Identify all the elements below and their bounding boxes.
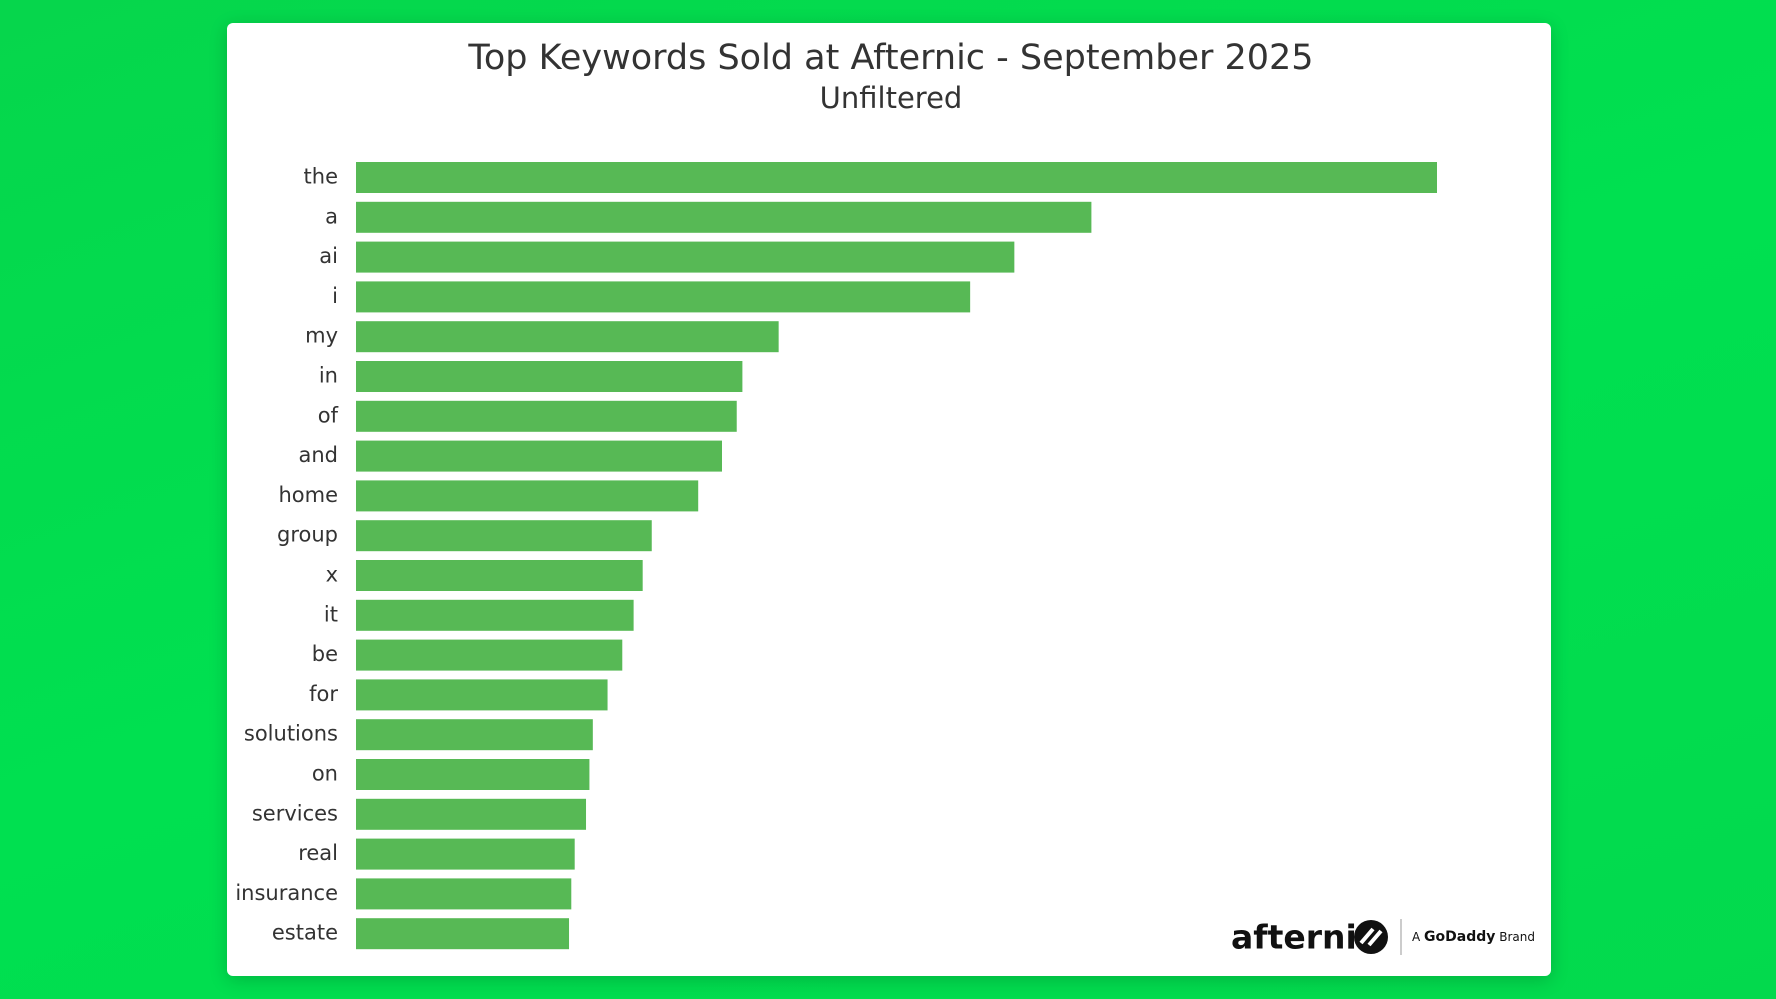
bar bbox=[356, 639, 623, 671]
bar bbox=[356, 400, 737, 432]
y-tick-label: the bbox=[304, 165, 338, 189]
logo-icon-mark bbox=[1359, 927, 1383, 947]
y-tick-label: home bbox=[278, 483, 338, 507]
y-tick-label: x bbox=[326, 563, 338, 587]
logo-name: afternic bbox=[1231, 918, 1376, 957]
tagline-prefix: A bbox=[1412, 930, 1421, 944]
logo-tagline: A GoDaddy Brand bbox=[1412, 929, 1535, 945]
bar bbox=[356, 480, 699, 512]
y-tick-label: for bbox=[309, 682, 338, 706]
bar bbox=[356, 241, 1015, 273]
bar bbox=[356, 798, 587, 830]
y-tick-label: it bbox=[324, 602, 338, 626]
y-tick-label: on bbox=[312, 762, 338, 786]
y-tick-label: group bbox=[277, 523, 338, 547]
logo-icon bbox=[1354, 920, 1388, 954]
tagline-brand: GoDaddy bbox=[1424, 929, 1495, 945]
bar bbox=[356, 838, 575, 870]
chart-title: Top Keywords Sold at Afternic - Septembe… bbox=[467, 38, 1313, 78]
logo: afternic A GoDaddy Brand bbox=[1231, 918, 1535, 957]
bar bbox=[356, 281, 971, 313]
chart-card: Top Keywords Sold at Afternic - Septembe… bbox=[227, 23, 1551, 976]
bar bbox=[356, 679, 608, 711]
bar bbox=[356, 321, 779, 353]
bar bbox=[356, 918, 570, 950]
bar bbox=[356, 599, 634, 631]
y-tick-label: of bbox=[318, 403, 339, 427]
y-tick-label: estate bbox=[272, 921, 338, 945]
y-tick-label: and bbox=[298, 443, 338, 467]
bar bbox=[356, 520, 652, 552]
y-tick-label: my bbox=[305, 324, 338, 348]
bar bbox=[356, 560, 643, 591]
tagline-suffix: Brand bbox=[1499, 930, 1535, 944]
y-tick-label: real bbox=[298, 841, 338, 865]
y-tick-label: ai bbox=[319, 244, 338, 268]
y-tick-label: a bbox=[325, 204, 338, 228]
chart: Top Keywords Sold at Afternic - Septembe… bbox=[235, 38, 1535, 957]
bar bbox=[356, 719, 593, 751]
bar bbox=[356, 201, 1092, 233]
y-tick-label: be bbox=[312, 642, 338, 666]
bar bbox=[356, 361, 743, 392]
bar bbox=[356, 162, 1437, 193]
y-tick-label: solutions bbox=[244, 722, 338, 746]
bar bbox=[356, 759, 590, 790]
y-tick-label: services bbox=[252, 801, 338, 825]
bar bbox=[356, 440, 722, 472]
y-tick-label: i bbox=[332, 284, 338, 308]
bar bbox=[356, 878, 572, 910]
chart-subtitle: Unfiltered bbox=[820, 81, 963, 115]
y-tick-label: in bbox=[319, 364, 338, 388]
y-tick-label: insurance bbox=[235, 881, 338, 905]
